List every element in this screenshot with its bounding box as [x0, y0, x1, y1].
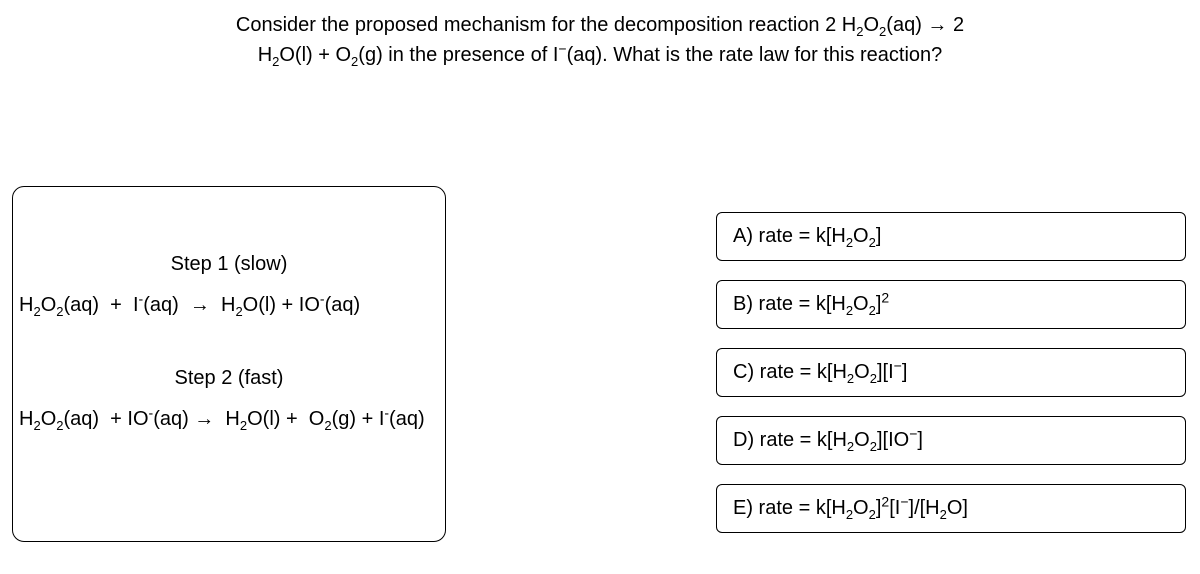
step2-label: Step 2 (fast) — [17, 367, 441, 390]
option-b[interactable]: B) rate = k[H2O2]2 — [716, 280, 1186, 329]
answer-options: A) rate = k[H2O2] B) rate = k[H2O2]2 C) … — [716, 212, 1186, 552]
option-c[interactable]: C) rate = k[H2O2][I−] — [716, 348, 1186, 397]
question-line-2: H2O(l) + O2(g) in the presence of I−(aq)… — [258, 44, 943, 66]
question-line-1: Consider the proposed mechanism for the … — [236, 14, 964, 36]
step1-equation: H2O2(aq) + I-(aq) → H2O(l) + IO-(aq) — [17, 294, 441, 317]
mechanism-panel: Step 1 (slow) H2O2(aq) + I-(aq) → H2O(l)… — [12, 186, 446, 542]
option-d[interactable]: D) rate = k[H2O2][IO−] — [716, 416, 1186, 465]
step1-label: Step 1 (slow) — [17, 253, 441, 276]
step2-equation: H2O2(aq) + IO-(aq) → H2O(l) + O2(g) + I-… — [17, 408, 441, 431]
question-prompt: Consider the proposed mechanism for the … — [220, 10, 980, 70]
option-e[interactable]: E) rate = k[H2O2]2[I−]/[H2O] — [716, 484, 1186, 533]
option-a[interactable]: A) rate = k[H2O2] — [716, 212, 1186, 261]
